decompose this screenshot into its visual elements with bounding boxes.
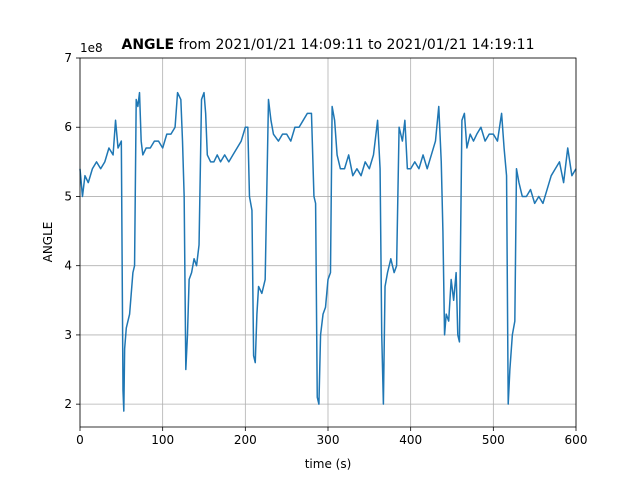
plot-frame <box>79 57 577 428</box>
x-tick-label: 400 <box>399 433 422 447</box>
chart-title: ANGLE from 2021/01/21 14:09:11 to 2021/0… <box>121 37 534 53</box>
y-offset-label: 1e8 <box>80 41 103 55</box>
x-tick-label: 100 <box>151 433 174 447</box>
y-tick-label: 6 <box>64 120 72 134</box>
y-tick-label: 5 <box>64 189 72 203</box>
x-tick-label: 600 <box>565 433 588 447</box>
y-tick-label: 7 <box>64 51 72 65</box>
x-tick-label: 0 <box>76 433 84 447</box>
y-axis-label: ANGLE <box>41 222 55 263</box>
data-line <box>79 91 577 412</box>
title-text: from 2021/01/21 14:09:11 to 2021/01/21 1… <box>178 37 534 53</box>
x-tick-label: 200 <box>234 433 257 447</box>
x-tick-label: 500 <box>482 433 505 447</box>
title-bold: ANGLE <box>121 37 174 53</box>
y-tick-label: 2 <box>64 397 72 411</box>
x-axis-label: time (s) <box>305 457 352 471</box>
y-tick-label: 4 <box>64 259 72 273</box>
x-tick-label: 300 <box>317 433 340 447</box>
y-tick-label: 3 <box>64 328 72 342</box>
